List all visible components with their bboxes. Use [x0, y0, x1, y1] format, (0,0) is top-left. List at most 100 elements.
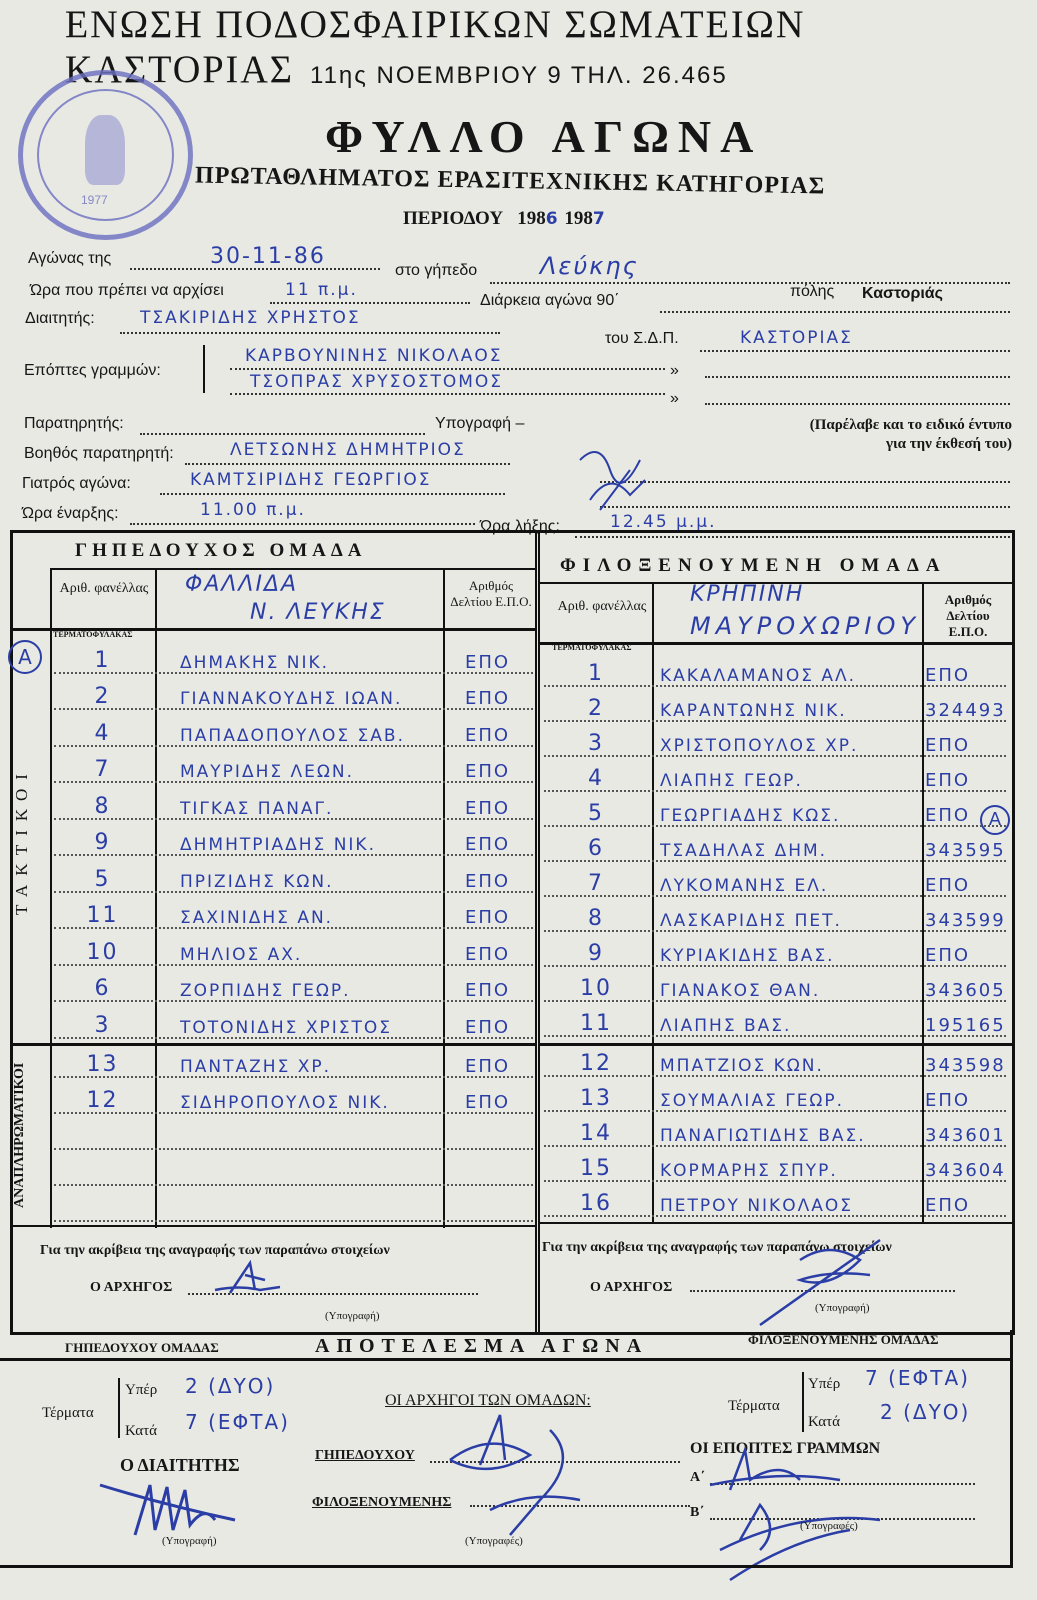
player-name[interactable]: ΠΕΤΡΟΥ ΝΙΚΟΛΑΟΣ: [660, 1196, 853, 1216]
player-name[interactable]: ΚΑΡΑΝΤΩΝΗΣ ΝΙΚ.: [660, 701, 847, 721]
jersey-number[interactable]: 11: [580, 1011, 612, 1036]
card-number[interactable]: ΕΠΟ: [465, 797, 511, 819]
jersey-number[interactable]: 6: [588, 836, 604, 861]
player-name[interactable]: ΤΣΑΔΗΛΑΣ ΔΗΜ.: [660, 841, 828, 861]
card-number[interactable]: ΕΠΟ: [465, 688, 511, 709]
card-number[interactable]: ΕΠΟ: [465, 980, 511, 1001]
player-name[interactable]: ΛΑΣΚΑΡΙΔΗΣ ΠΕΤ.: [660, 911, 842, 931]
player-name[interactable]: ΛΙΑΠΗΣ ΒΑΣ.: [660, 1016, 792, 1036]
card-number[interactable]: ΕΠΟ: [925, 945, 971, 966]
player-name[interactable]: ΜΠΑΤΖΙΟΣ ΚΩΝ.: [660, 1056, 824, 1076]
card-number[interactable]: ΕΠΟ: [925, 805, 971, 826]
ground[interactable]: Λεύκης: [540, 252, 639, 280]
player-name[interactable]: ΓΙΑΝΑΚΟΣ ΘΑΝ.: [660, 981, 821, 1001]
player-name[interactable]: ΣΙΔΗΡΟΠΟΥΛΟΣ ΝΙΚ.: [180, 1093, 390, 1113]
player-name[interactable]: ΤΙΓΚΑΣ ΠΑΝΑΓ.: [180, 798, 334, 819]
jersey-number[interactable]: 2: [588, 696, 604, 721]
player-name[interactable]: ΣΟΥΜΑΛΙΑΣ ΓΕΩΡ.: [660, 1091, 845, 1111]
home-goals-against[interactable]: 7 (ΕΦΤΑ): [185, 1410, 290, 1434]
jersey-number[interactable]: 1: [588, 661, 604, 686]
card-number[interactable]: 343601: [925, 1125, 1006, 1146]
player-name[interactable]: ΣΑΧΙΝΙΔΗΣ ΑΝ.: [180, 908, 334, 928]
card-number[interactable]: 343599: [925, 910, 1006, 931]
jersey-number[interactable]: 7: [588, 871, 604, 896]
jersey-number[interactable]: 4: [588, 766, 604, 791]
card-number[interactable]: ΕΠΟ: [925, 1195, 971, 1216]
player-name[interactable]: ΛΥΚΟΜΑΝΗΣ ΕΛ.: [660, 876, 829, 896]
player-name[interactable]: ΜΑΥΡΙΔΗΣ ΛΕΩΝ.: [180, 762, 354, 782]
jersey-number[interactable]: 2: [94, 684, 111, 709]
player-name[interactable]: ΤΟΤΟΝΙΔΗΣ ΧΡΙΣΤΟΣ: [180, 1017, 392, 1038]
end-time[interactable]: 12.45 μ.μ.: [610, 512, 717, 532]
card-number[interactable]: ΕΠΟ: [465, 761, 511, 782]
jersey-number[interactable]: 5: [94, 866, 111, 892]
player-name[interactable]: ΛΙΑΠΗΣ ΓΕΩΡ.: [660, 771, 803, 791]
card-number[interactable]: ΕΠΟ: [465, 724, 511, 746]
jersey-number[interactable]: 12: [580, 1051, 612, 1076]
jersey-number[interactable]: 12: [86, 1088, 119, 1113]
away-goals-against[interactable]: 2 (ΔΥΟ): [880, 1400, 971, 1424]
player-name[interactable]: ΔΗΜΑΚΗΣ ΝΙΚ.: [180, 652, 330, 673]
card-number[interactable]: ΕΠΟ: [925, 665, 971, 686]
card-number[interactable]: ΕΠΟ: [925, 1090, 971, 1111]
card-number[interactable]: 195165: [925, 1015, 1006, 1036]
jersey-number[interactable]: 9: [94, 830, 111, 855]
linesman-1[interactable]: ΚΑΡΒΟΥΝΙΝΗΣ ΝΙΚΟΛΑΟΣ: [245, 346, 503, 366]
referee[interactable]: ΤΣΑΚΙΡΙΔΗΣ ΧΡΗΣΤΟΣ: [140, 308, 361, 328]
jersey-number[interactable]: 5: [588, 801, 604, 826]
player-name[interactable]: ΓΕΩΡΓΙΑΔΗΣ ΚΩΣ.: [660, 806, 841, 826]
jersey-number[interactable]: 13: [86, 1052, 119, 1077]
card-number[interactable]: ΕΠΟ: [465, 1016, 511, 1038]
card-number[interactable]: ΕΠΟ: [925, 875, 971, 896]
player-name[interactable]: ΔΗΜΗΤΡΙΑΔΗΣ ΝΙΚ.: [180, 835, 376, 855]
player-name[interactable]: ΖΟΡΠΙΔΗΣ ΓΕΩΡ.: [180, 981, 351, 1001]
doctor[interactable]: ΚΑΜΤΣΙΡΙΔΗΣ ΓΕΩΡΓΙΟΣ: [190, 470, 432, 490]
jersey-number[interactable]: 9: [588, 941, 604, 966]
jersey-number[interactable]: 3: [588, 731, 604, 756]
jersey-number[interactable]: 13: [580, 1086, 612, 1111]
jersey-number[interactable]: 10: [86, 939, 119, 965]
jersey-number[interactable]: 10: [580, 976, 612, 1001]
card-number[interactable]: 324493: [925, 700, 1006, 721]
card-number[interactable]: ΕΠΟ: [465, 870, 511, 892]
player-name[interactable]: ΠΑΠΑΔΟΠΟΥΛΟΣ ΣΑΒ.: [180, 725, 405, 746]
linesman-2[interactable]: ΤΣΟΠΡΑΣ ΧΡΥΣΟΣΤΟΜΟΣ: [250, 372, 504, 392]
card-number[interactable]: ΕΠΟ: [465, 1056, 511, 1077]
player-name[interactable]: ΜΗΛΙΟΣ ΑΧ.: [180, 944, 303, 965]
card-number[interactable]: ΕΠΟ: [465, 1092, 511, 1113]
jersey-number[interactable]: 1: [94, 647, 111, 673]
card-number[interactable]: ΕΠΟ: [465, 907, 511, 928]
player-name[interactable]: ΠΑΝΑΓΙΩΤΙΔΗΣ ΒΑΣ.: [660, 1126, 866, 1146]
jersey-number[interactable]: 4: [94, 720, 111, 746]
card-number[interactable]: ΕΠΟ: [465, 834, 511, 855]
player-name[interactable]: ΠΑΝΤΑΖΗΣ ΧΡ.: [180, 1057, 332, 1077]
match-date[interactable]: 30-11-86: [210, 244, 326, 269]
card-number[interactable]: ΕΠΟ: [465, 651, 511, 673]
jersey-number[interactable]: 15: [580, 1156, 612, 1181]
card-number[interactable]: ΕΠΟ: [925, 735, 971, 756]
player-name[interactable]: ΠΡΙΖΙΔΗΣ ΚΩΝ.: [180, 871, 334, 892]
jersey-number[interactable]: 8: [588, 906, 604, 931]
jersey-number[interactable]: 3: [94, 1012, 111, 1038]
player-name[interactable]: ΧΡΙΣΤΟΠΟΥΛΟΣ ΧΡ.: [660, 736, 859, 756]
player-name[interactable]: ΓΙΑΝΝΑΚΟΥΔΗΣ ΙΩΑΝ.: [180, 689, 403, 709]
jersey-number[interactable]: 8: [94, 793, 111, 819]
jersey-number[interactable]: 7: [94, 757, 111, 782]
jersey-number[interactable]: 6: [94, 976, 111, 1001]
card-number[interactable]: ΕΠΟ: [925, 770, 971, 791]
card-number[interactable]: 343604: [925, 1160, 1006, 1181]
player-name[interactable]: ΚΥΡΙΑΚΙΔΗΣ ΒΑΣ.: [660, 946, 835, 966]
player-name[interactable]: ΚΟΡΜΑΡΗΣ ΣΠΥΡ.: [660, 1161, 838, 1181]
card-number[interactable]: 343598: [925, 1055, 1006, 1076]
card-number[interactable]: 343595: [925, 840, 1006, 861]
jersey-number[interactable]: 14: [580, 1121, 612, 1146]
kickoff-time[interactable]: 11.00 π.μ.: [200, 500, 306, 520]
jersey-number[interactable]: 16: [580, 1191, 612, 1216]
card-number[interactable]: 343605: [925, 980, 1006, 1001]
card-number[interactable]: ΕΠΟ: [465, 943, 511, 965]
away-goals-for[interactable]: 7 (ΕΦΤΑ): [865, 1366, 970, 1390]
home-goals-for[interactable]: 2 (ΔΥΟ): [185, 1374, 276, 1398]
jersey-number[interactable]: 11: [86, 903, 119, 928]
sdp[interactable]: ΚΑΣΤΟΡΙΑΣ: [740, 328, 853, 348]
start-time[interactable]: 11 π.μ.: [285, 280, 358, 300]
